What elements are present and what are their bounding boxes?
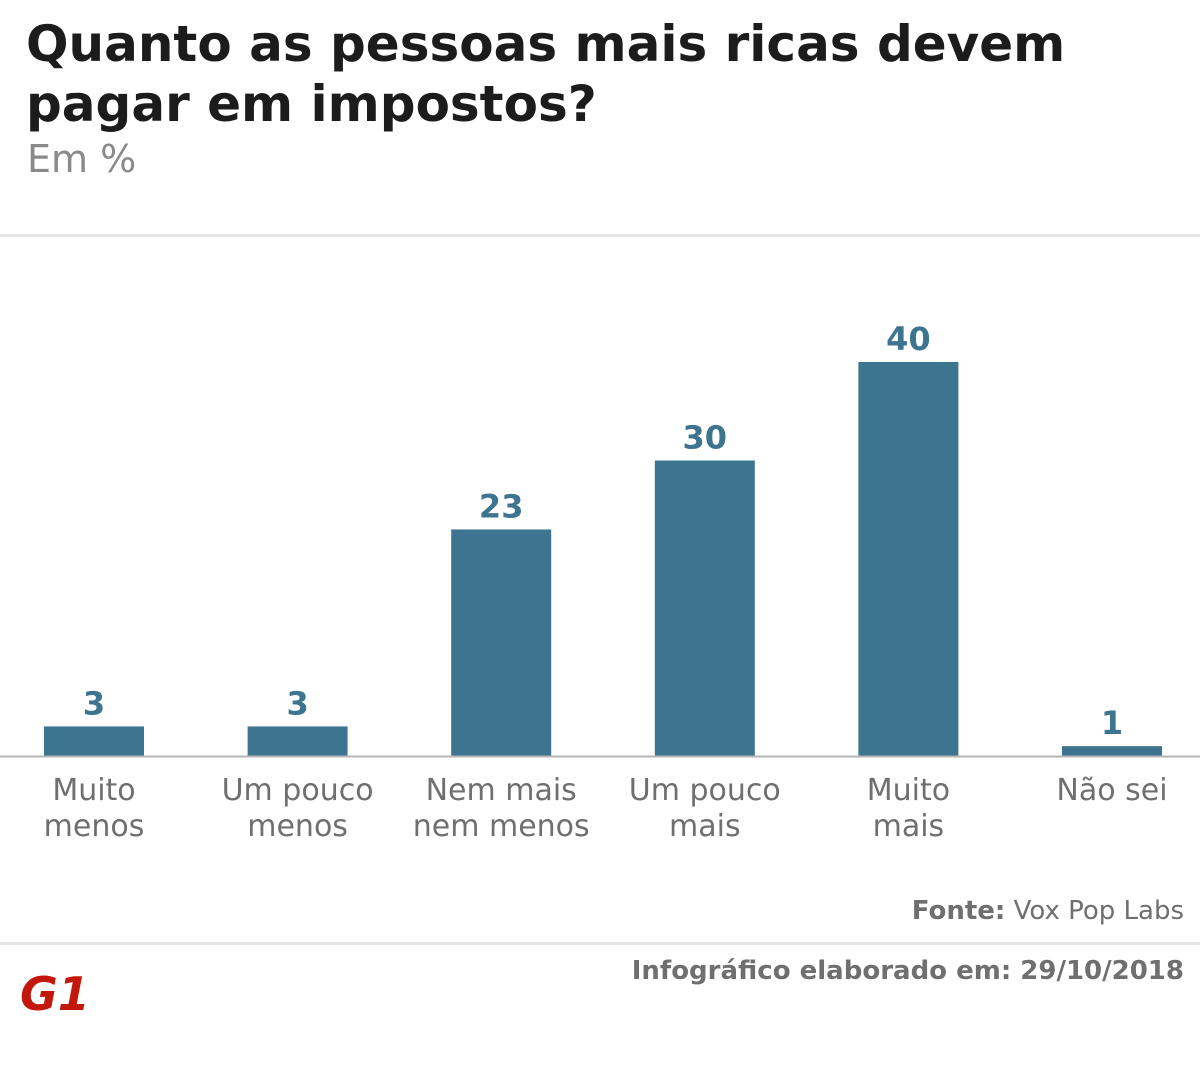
data-label: 3 bbox=[83, 684, 105, 722]
category-label: mais bbox=[669, 809, 741, 844]
category-label: Muito bbox=[52, 773, 135, 808]
category-label: nem menos bbox=[413, 809, 590, 844]
bar bbox=[654, 460, 755, 756]
bar bbox=[247, 726, 348, 756]
category-label: Não sei bbox=[1056, 773, 1167, 808]
source-label: Fonte: bbox=[911, 896, 1006, 926]
category-label: Um pouco bbox=[222, 773, 374, 808]
category-label: Muito bbox=[867, 773, 950, 808]
credit-note: Infográfico elaborado em: 29/10/2018 bbox=[631, 956, 1184, 986]
data-label: 30 bbox=[683, 419, 728, 457]
data-label: 23 bbox=[479, 487, 524, 525]
bar bbox=[44, 726, 144, 756]
bar bbox=[858, 362, 959, 756]
top-divider bbox=[0, 234, 1200, 237]
bar bbox=[451, 529, 552, 756]
bottom-divider bbox=[0, 942, 1200, 945]
chart-title: Quanto as pessoas mais ricas devem pagar… bbox=[26, 15, 1066, 133]
category-label: Um pouco bbox=[629, 773, 781, 808]
data-label: 3 bbox=[286, 684, 308, 722]
data-label: 40 bbox=[886, 320, 931, 358]
source-value: Vox Pop Labs bbox=[1013, 896, 1184, 926]
bar bbox=[1062, 746, 1162, 756]
category-label: menos bbox=[247, 809, 348, 844]
source-note: Fonte: Vox Pop Labs bbox=[912, 896, 1184, 926]
category-label: mais bbox=[873, 809, 945, 844]
data-label: 1 bbox=[1101, 704, 1123, 742]
category-label: menos bbox=[44, 809, 145, 844]
category-label: Nem mais bbox=[426, 773, 577, 808]
chart-subtitle: Em % bbox=[27, 137, 137, 181]
g1-logo-text: G1 bbox=[20, 967, 90, 1016]
g1-logo: G1 bbox=[20, 967, 90, 1016]
